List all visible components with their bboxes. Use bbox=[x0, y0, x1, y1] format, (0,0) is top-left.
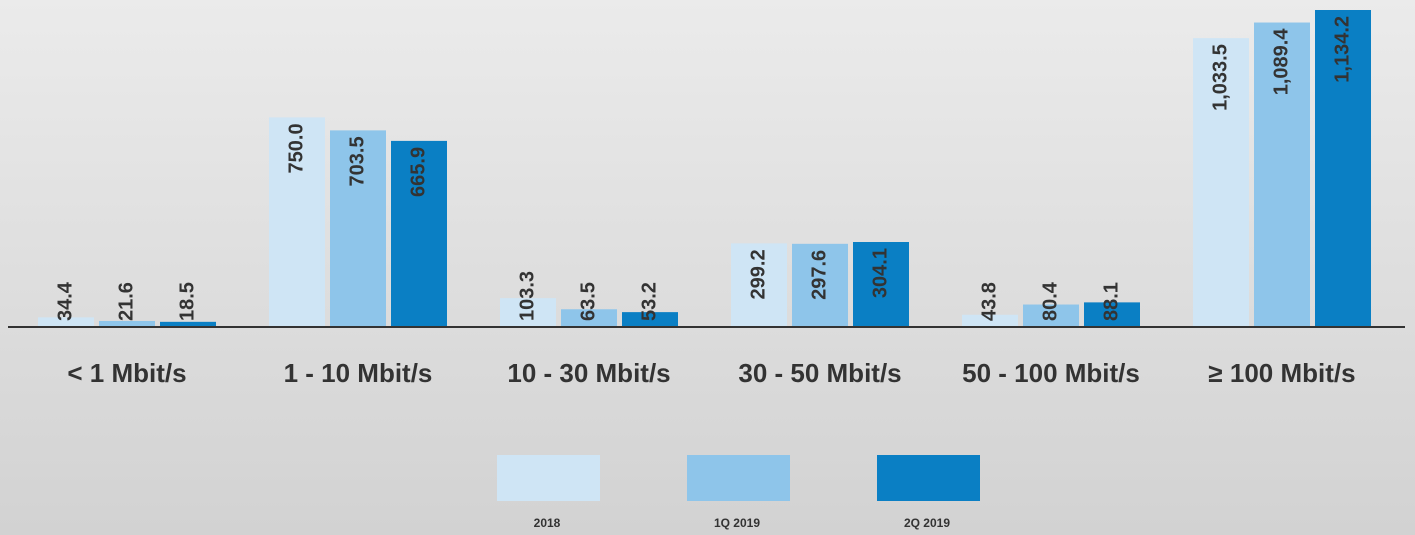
value-label: 1,089.4 bbox=[1270, 28, 1292, 96]
bar bbox=[269, 117, 325, 327]
x-tick-label: 50 - 100 Mbit/s bbox=[962, 358, 1140, 388]
value-label: 103.3 bbox=[516, 271, 538, 321]
legend-swatch bbox=[687, 455, 790, 501]
bar bbox=[330, 130, 386, 327]
bar bbox=[792, 243, 848, 327]
value-label: 750.0 bbox=[285, 123, 307, 173]
bar bbox=[391, 140, 447, 327]
x-tick-label: 30 - 50 Mbit/s bbox=[738, 358, 901, 388]
bar bbox=[853, 242, 909, 327]
value-label: 299.2 bbox=[747, 249, 769, 299]
value-label: 43.8 bbox=[978, 282, 1000, 321]
bar bbox=[731, 243, 787, 327]
bar bbox=[561, 309, 617, 327]
value-label: 21.6 bbox=[115, 282, 137, 321]
value-label: 297.6 bbox=[808, 250, 830, 300]
bar bbox=[1315, 10, 1371, 327]
value-label: 53.2 bbox=[638, 282, 660, 321]
bar bbox=[38, 317, 94, 327]
bar bbox=[1023, 304, 1079, 327]
legend-swatch bbox=[497, 455, 600, 501]
bar bbox=[99, 320, 155, 327]
value-label: 665.9 bbox=[407, 147, 429, 197]
bar bbox=[1193, 38, 1249, 327]
bar bbox=[1084, 302, 1140, 327]
x-tick-label: 1 - 10 Mbit/s bbox=[284, 358, 433, 388]
legend-label: 2Q 2019 bbox=[904, 516, 950, 530]
value-label: 88.1 bbox=[1100, 282, 1122, 321]
bar bbox=[500, 298, 556, 327]
legend-label: 2018 bbox=[534, 516, 561, 530]
value-label: 1,033.5 bbox=[1209, 44, 1231, 111]
value-label: 1,134.2 bbox=[1331, 16, 1353, 83]
value-label: 80.4 bbox=[1039, 281, 1061, 321]
value-label: 18.5 bbox=[176, 282, 198, 321]
value-label: 304.1 bbox=[869, 248, 891, 298]
bar bbox=[160, 321, 216, 327]
bar bbox=[1254, 22, 1310, 328]
legend-label: 1Q 2019 bbox=[714, 516, 760, 530]
value-label: 63.5 bbox=[577, 282, 599, 321]
x-tick-label: < 1 Mbit/s bbox=[67, 358, 186, 388]
value-label: 34.4 bbox=[54, 281, 76, 321]
bar bbox=[622, 312, 678, 327]
x-tick-label: 10 - 30 Mbit/s bbox=[507, 358, 670, 388]
legend-swatch bbox=[877, 455, 980, 501]
bar bbox=[962, 314, 1018, 327]
x-tick-label: ≥ 100 Mbit/s bbox=[1208, 358, 1355, 388]
value-label: 703.5 bbox=[346, 136, 368, 186]
